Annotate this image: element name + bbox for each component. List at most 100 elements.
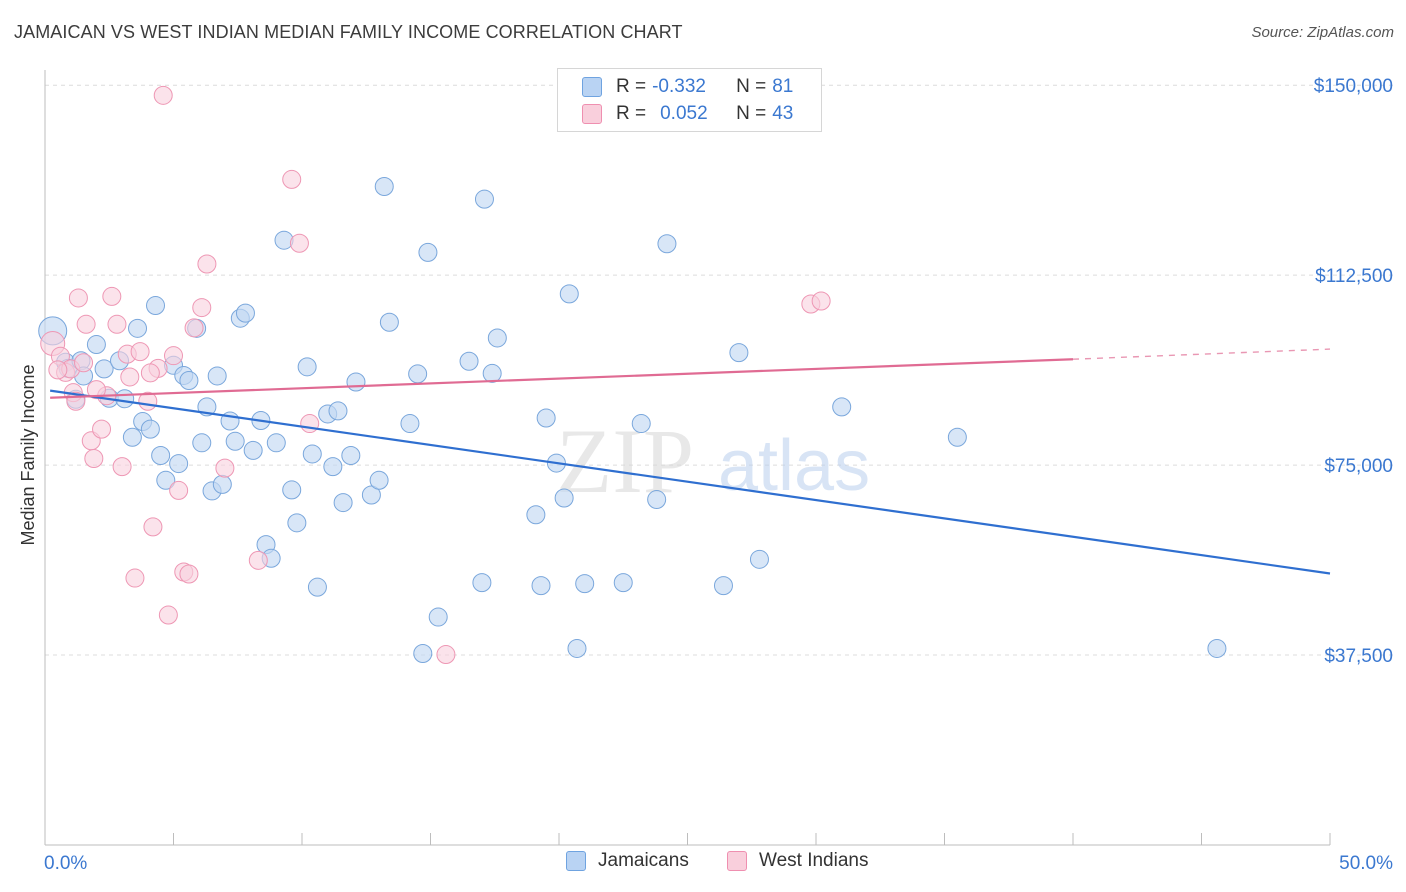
data-point-west-indians [107,314,127,334]
y-tick-label: $37,500 [1324,646,1393,667]
data-point-jamaicans [207,366,227,386]
x-tick-label: 0.0% [44,853,87,874]
legend-swatch-pink [582,104,602,124]
legend: R = -0.332 N = 81 R = 0.052 N = 43 [557,68,822,132]
trend-line-jamaicans [49,389,1331,575]
x-tick-labels: 0.0% 50.0% [44,853,1393,874]
axes [44,70,1331,846]
data-point-jamaicans [657,234,677,254]
bottom-legend-west-indians: West Indians [727,850,868,872]
data-point-jamaicans [115,389,135,409]
data-point-west-indians [112,457,132,477]
data-point-west-indians [158,605,178,625]
data-point-jamaicans [832,397,852,417]
data-point-west-indians [300,414,320,434]
data-point-west-indians [197,254,217,274]
gridlines [45,84,1395,656]
legend-n-value: 43 [772,103,794,124]
data-point-jamaicans [647,490,667,510]
data-point-jamaicans [559,284,579,304]
data-point-jamaicans [274,230,294,250]
data-point-west-indians [215,458,235,478]
data-point-jamaicans [212,474,232,494]
data-point-jamaicans [323,457,343,477]
y-tick-labels: $37,500 $75,000 $112,500 $150,000 [1314,76,1393,667]
data-point-jamaicans [146,296,166,316]
data-point-jamaicans [307,577,327,597]
data-point-jamaicans [418,242,438,262]
data-point-jamaicans [369,470,389,490]
data-point-jamaicans [328,401,348,421]
series-west-indians [40,85,831,665]
data-point-jamaicans [169,454,189,474]
y-tick-label: $112,500 [1315,266,1393,287]
data-point-jamaicans [156,470,176,490]
watermark: ZIP atlas [556,410,870,512]
data-point-west-indians [76,314,96,334]
data-point-west-indians [282,169,302,189]
data-point-jamaicans [413,644,433,664]
data-point-jamaicans [526,505,546,525]
legend-swatch-blue [582,77,602,97]
data-point-west-indians [130,342,150,362]
data-point-west-indians [436,645,456,665]
data-point-jamaicans [225,431,245,451]
data-point-jamaicans [459,351,479,371]
data-point-jamaicans [474,189,494,209]
legend-r-value: -0.332 [652,76,706,97]
data-point-west-indians [84,449,104,469]
data-point-jamaicans [282,480,302,500]
data-point-jamaicans [86,335,106,355]
trend-line-west-indians [50,358,1074,399]
data-point-west-indians [120,367,140,387]
data-point-jamaicans [482,363,502,383]
data-point-west-indians [86,380,106,400]
bottom-legend-label: West Indians [759,850,869,871]
legend-r-label: R = [616,103,647,124]
data-point-west-indians [125,568,145,588]
trend-lines [49,348,1331,575]
legend-row-west-indians: R = 0.052 N = 43 [582,100,793,128]
data-point-jamaicans [266,433,286,453]
chart-source: Source: ZipAtlas.com [1251,24,1394,41]
data-point-west-indians [68,288,88,308]
chart-title: JAMAICAN VS WEST INDIAN MEDIAN FAMILY IN… [14,22,683,42]
data-point-west-indians [74,353,94,373]
data-point-jamaicans [151,445,171,465]
data-point-jamaicans [287,513,307,533]
y-tick-label: $75,000 [1324,456,1393,477]
series-jamaicans [38,177,1227,664]
data-point-jamaicans [297,357,317,377]
data-point-west-indians [192,298,212,318]
data-point-west-indians [48,360,68,380]
legend-n-label: N = [736,76,767,97]
data-point-west-indians [143,517,163,537]
data-point-west-indians [169,480,189,500]
data-point-jamaicans [302,444,322,464]
data-point-jamaicans [729,343,749,363]
data-point-jamaicans [567,638,587,658]
trend-line-west-indians-extension [1072,348,1331,360]
data-point-jamaicans [1207,638,1227,658]
data-point-jamaicans [235,303,255,323]
data-point-west-indians [92,419,112,439]
data-point-jamaicans [749,549,769,569]
data-point-west-indians [289,233,309,253]
data-point-jamaicans [631,414,651,434]
data-point-jamaicans [243,440,263,460]
watermark-zip: ZIP [556,410,694,512]
legend-n-value: 81 [772,76,794,97]
data-point-jamaicans [374,177,394,197]
bottom-legend-swatch-blue [566,851,586,871]
data-point-jamaicans [346,372,366,392]
data-point-jamaicans [472,573,492,593]
x-tick-label: 50.0% [1339,853,1393,874]
data-point-jamaicans [408,364,428,384]
data-point-jamaicans [400,414,420,434]
data-point-west-indians [184,318,204,338]
data-point-west-indians [179,564,199,584]
bottom-legend-label: Jamaicans [598,850,689,871]
data-point-jamaicans [128,318,148,338]
data-point-jamaicans [575,574,595,594]
